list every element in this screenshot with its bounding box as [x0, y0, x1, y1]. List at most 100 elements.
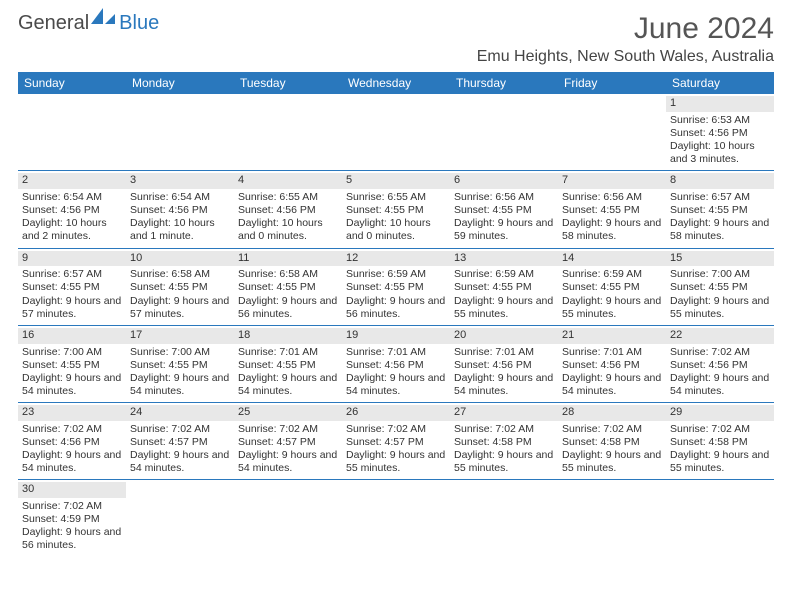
calendar-day-cell: [558, 480, 666, 557]
calendar-day-cell: 18Sunrise: 7:01 AMSunset: 4:55 PMDayligh…: [234, 325, 342, 402]
day-number: 3: [126, 173, 234, 189]
daylight-text: Daylight: 9 hours and 56 minutes.: [238, 295, 338, 321]
daylight-text: Daylight: 9 hours and 54 minutes.: [130, 372, 230, 398]
calendar-day-cell: 6Sunrise: 6:56 AMSunset: 4:55 PMDaylight…: [450, 171, 558, 248]
calendar-day-cell: 5Sunrise: 6:55 AMSunset: 4:55 PMDaylight…: [342, 171, 450, 248]
calendar-day-cell: [342, 480, 450, 557]
daylight-text: Daylight: 9 hours and 54 minutes.: [346, 372, 446, 398]
sunrise-text: Sunrise: 7:00 AM: [130, 346, 230, 359]
calendar-table: Sunday Monday Tuesday Wednesday Thursday…: [18, 72, 774, 557]
sunrise-text: Sunrise: 7:02 AM: [130, 423, 230, 436]
day-number: 13: [450, 251, 558, 267]
calendar-day-cell: 11Sunrise: 6:58 AMSunset: 4:55 PMDayligh…: [234, 248, 342, 325]
day-number: 24: [126, 405, 234, 421]
sunrise-text: Sunrise: 7:02 AM: [22, 500, 122, 513]
calendar-week-row: 2Sunrise: 6:54 AMSunset: 4:56 PMDaylight…: [18, 171, 774, 248]
sunrise-text: Sunrise: 7:02 AM: [670, 423, 770, 436]
day-number: 25: [234, 405, 342, 421]
calendar-day-cell: 10Sunrise: 6:58 AMSunset: 4:55 PMDayligh…: [126, 248, 234, 325]
day-number: 15: [666, 251, 774, 267]
day-number: 1: [666, 96, 774, 112]
calendar-day-cell: 8Sunrise: 6:57 AMSunset: 4:55 PMDaylight…: [666, 171, 774, 248]
calendar-day-cell: [558, 94, 666, 171]
calendar-day-cell: [18, 94, 126, 171]
calendar-day-cell: 27Sunrise: 7:02 AMSunset: 4:58 PMDayligh…: [450, 403, 558, 480]
sunrise-text: Sunrise: 6:54 AM: [130, 191, 230, 204]
sunset-text: Sunset: 4:56 PM: [670, 127, 770, 140]
calendar-day-cell: [234, 94, 342, 171]
day-number: 10: [126, 251, 234, 267]
calendar-day-cell: 15Sunrise: 7:00 AMSunset: 4:55 PMDayligh…: [666, 248, 774, 325]
calendar-day-cell: 1Sunrise: 6:53 AMSunset: 4:56 PMDaylight…: [666, 94, 774, 171]
sunset-text: Sunset: 4:55 PM: [454, 204, 554, 217]
logo: General Blue: [18, 12, 159, 35]
sunrise-text: Sunrise: 7:01 AM: [562, 346, 662, 359]
sunset-text: Sunset: 4:56 PM: [562, 359, 662, 372]
calendar-day-cell: 25Sunrise: 7:02 AMSunset: 4:57 PMDayligh…: [234, 403, 342, 480]
sunset-text: Sunset: 4:55 PM: [22, 281, 122, 294]
day-header: Wednesday: [342, 72, 450, 94]
day-header: Thursday: [450, 72, 558, 94]
day-number: 17: [126, 328, 234, 344]
daylight-text: Daylight: 10 hours and 2 minutes.: [22, 217, 122, 243]
sunrise-text: Sunrise: 7:00 AM: [670, 268, 770, 281]
sunrise-text: Sunrise: 6:59 AM: [562, 268, 662, 281]
sunrise-text: Sunrise: 6:58 AM: [238, 268, 338, 281]
sunset-text: Sunset: 4:56 PM: [130, 204, 230, 217]
sunset-text: Sunset: 4:58 PM: [562, 436, 662, 449]
daylight-text: Daylight: 10 hours and 1 minute.: [130, 217, 230, 243]
calendar-day-cell: 20Sunrise: 7:01 AMSunset: 4:56 PMDayligh…: [450, 325, 558, 402]
daylight-text: Daylight: 9 hours and 54 minutes.: [670, 372, 770, 398]
daylight-text: Daylight: 9 hours and 59 minutes.: [454, 217, 554, 243]
daylight-text: Daylight: 9 hours and 55 minutes.: [346, 449, 446, 475]
day-header: Saturday: [666, 72, 774, 94]
calendar-day-cell: 4Sunrise: 6:55 AMSunset: 4:56 PMDaylight…: [234, 171, 342, 248]
sunset-text: Sunset: 4:57 PM: [130, 436, 230, 449]
calendar-day-cell: 17Sunrise: 7:00 AMSunset: 4:55 PMDayligh…: [126, 325, 234, 402]
sunrise-text: Sunrise: 7:01 AM: [238, 346, 338, 359]
sunrise-text: Sunrise: 6:55 AM: [238, 191, 338, 204]
day-number: 7: [558, 173, 666, 189]
calendar-day-cell: 21Sunrise: 7:01 AMSunset: 4:56 PMDayligh…: [558, 325, 666, 402]
header: General Blue June 2024: [18, 12, 774, 46]
calendar-day-cell: 3 Sunrise: 6:54 AMSunset: 4:56 PMDaylight…: [126, 171, 234, 248]
sunset-text: Sunset: 4:55 PM: [238, 281, 338, 294]
day-header: Tuesday: [234, 72, 342, 94]
calendar-week-row: 1Sunrise: 6:53 AMSunset: 4:56 PMDaylight…: [18, 94, 774, 171]
day-number: 21: [558, 328, 666, 344]
calendar-day-cell: 14Sunrise: 6:59 AMSunset: 4:55 PMDayligh…: [558, 248, 666, 325]
calendar-day-cell: [450, 94, 558, 171]
calendar-day-cell: 19Sunrise: 7:01 AMSunset: 4:56 PMDayligh…: [342, 325, 450, 402]
daylight-text: Daylight: 9 hours and 57 minutes.: [22, 295, 122, 321]
day-number: 2: [18, 173, 126, 189]
calendar-week-row: 9Sunrise: 6:57 AMSunset: 4:55 PMDaylight…: [18, 248, 774, 325]
sunrise-text: Sunrise: 7:01 AM: [346, 346, 446, 359]
sunset-text: Sunset: 4:55 PM: [562, 281, 662, 294]
sunrise-text: Sunrise: 7:02 AM: [346, 423, 446, 436]
day-number: 9: [18, 251, 126, 267]
logo-text-2: Blue: [119, 12, 159, 35]
daylight-text: Daylight: 9 hours and 54 minutes.: [238, 449, 338, 475]
calendar-day-cell: 13Sunrise: 6:59 AMSunset: 4:55 PMDayligh…: [450, 248, 558, 325]
daylight-text: Daylight: 9 hours and 54 minutes.: [130, 449, 230, 475]
sunset-text: Sunset: 4:56 PM: [346, 359, 446, 372]
calendar-day-cell: [666, 480, 774, 557]
day-number: 12: [342, 251, 450, 267]
daylight-text: Daylight: 9 hours and 58 minutes.: [562, 217, 662, 243]
sunrise-text: Sunrise: 6:58 AM: [130, 268, 230, 281]
day-number: 26: [342, 405, 450, 421]
day-number: 6: [450, 173, 558, 189]
daylight-text: Daylight: 9 hours and 55 minutes.: [562, 449, 662, 475]
sunrise-text: Sunrise: 6:57 AM: [22, 268, 122, 281]
sunset-text: Sunset: 4:59 PM: [22, 513, 122, 526]
calendar-day-cell: 30Sunrise: 7:02 AMSunset: 4:59 PMDayligh…: [18, 480, 126, 557]
sunrise-text: Sunrise: 6:53 AM: [670, 114, 770, 127]
sunrise-text: Sunrise: 7:01 AM: [454, 346, 554, 359]
sunset-text: Sunset: 4:55 PM: [22, 359, 122, 372]
day-number: 8: [666, 173, 774, 189]
page-title: June 2024: [634, 12, 774, 46]
calendar-day-cell: [450, 480, 558, 557]
day-number: 18: [234, 328, 342, 344]
calendar-day-cell: [342, 94, 450, 171]
calendar-week-row: 16Sunrise: 7:00 AMSunset: 4:55 PMDayligh…: [18, 325, 774, 402]
